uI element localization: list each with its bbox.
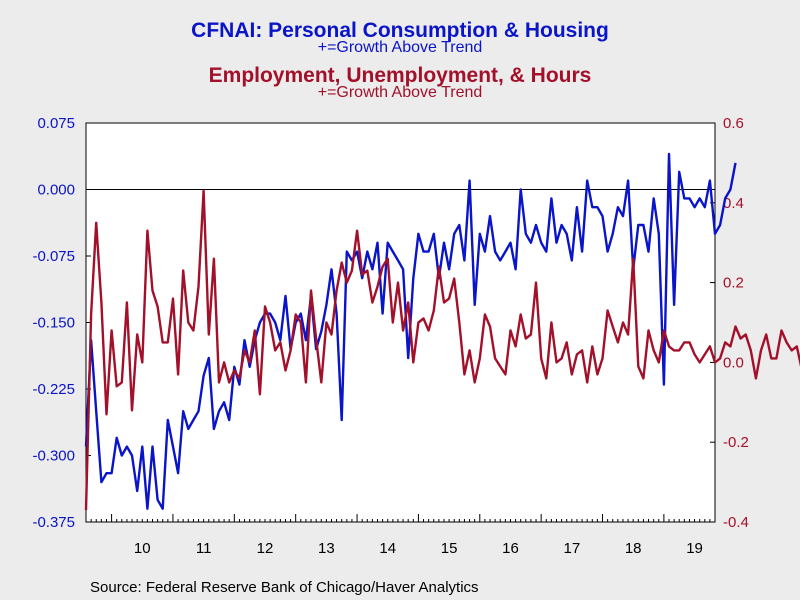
x-axis-tick-label: 19: [686, 540, 703, 557]
right-axis-tick-label: 0.2: [723, 275, 744, 292]
right-axis-tick-label: 0.0: [723, 354, 744, 371]
right-axis-tick-label: -0.2: [723, 434, 749, 451]
x-axis-tick-label: 18: [625, 540, 642, 557]
series-layer: [84, 152, 800, 511]
left-axis-tick-label: -0.150: [32, 315, 75, 332]
x-axis-tick-label: 17: [563, 540, 580, 557]
left-axis-tick-label: -0.300: [32, 448, 75, 465]
x-axis-tick-label: 16: [502, 540, 519, 557]
x-axis-tick-label: 15: [441, 540, 458, 557]
chart-title: CFNAI: Personal Consumption & Housing: [191, 19, 609, 42]
x-axis-tick-label: 13: [318, 540, 335, 557]
x-axis-tick-label: 14: [379, 540, 396, 557]
x-axis-tick-label: 10: [134, 540, 151, 557]
chart-subtitle-2: +=Growth Above Trend: [317, 84, 483, 101]
source-note: Source: Federal Reserve Bank of Chicago/…: [90, 579, 479, 596]
left-axis-tick-label: 0.000: [37, 182, 75, 199]
x-axis-tick-label: 12: [257, 540, 274, 557]
right-axis-tick-label: 0.4: [723, 195, 744, 212]
left-axis-tick-label: -0.375: [32, 514, 75, 531]
axes-layer: 0.075 0.000 -0.075 -0.150 -0.225 -0.300 -0.375…: [32, 115, 748, 557]
left-axis-tick-label: -0.225: [32, 381, 75, 398]
right-axis-tick-label: -0.4: [723, 514, 749, 531]
left-axis-tick-label: 0.075: [37, 115, 75, 132]
x-axis-tick-label: 11: [196, 540, 212, 557]
chart-title-2: Employment, Unemployment, & Hours: [208, 64, 592, 87]
chart-subtitle: +=Growth Above Trend: [317, 39, 483, 56]
series-line-consumption-housing: [84, 152, 737, 510]
series-line-employment-hours: [84, 189, 800, 511]
right-axis-tick-label: 0.6: [723, 115, 744, 132]
left-axis-tick-label: -0.075: [32, 248, 75, 265]
